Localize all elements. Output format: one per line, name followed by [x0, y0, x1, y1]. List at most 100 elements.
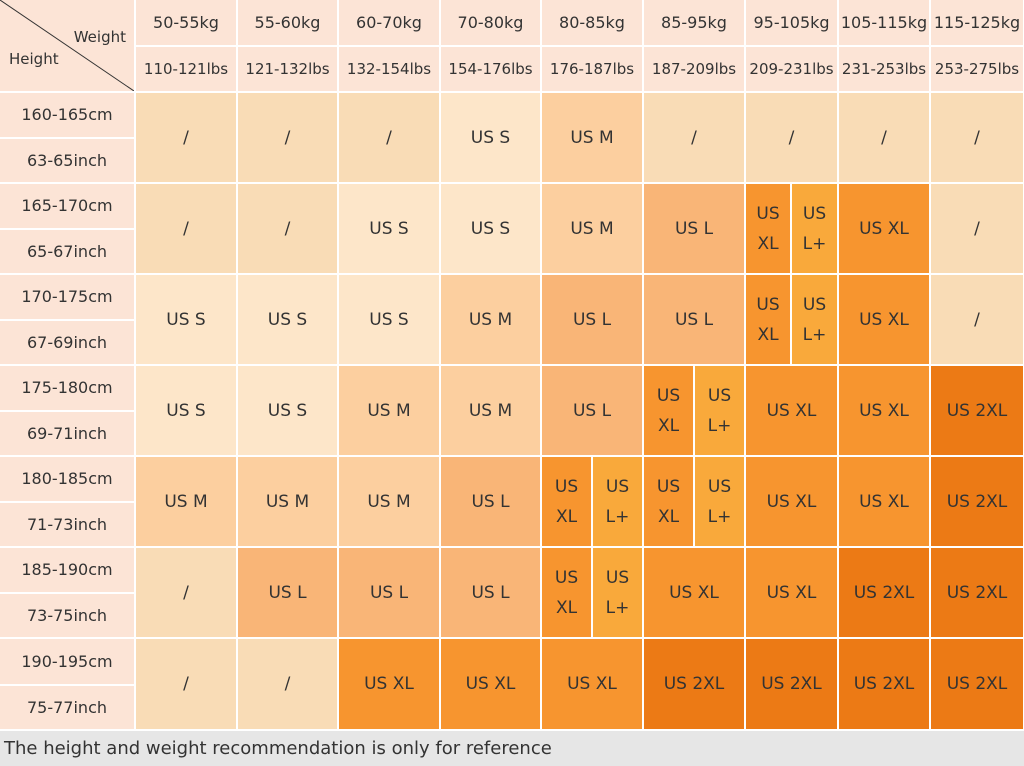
size-cell: US L — [644, 275, 744, 364]
weight-lbs: 110-121lbs — [136, 47, 236, 91]
size-cell-part: US XL — [542, 548, 591, 637]
size-cell: US S — [136, 366, 236, 455]
size-cell: US XL — [746, 366, 837, 455]
size-cell: US L — [339, 548, 439, 637]
footer-note: The height and weight recommendation is … — [0, 731, 1024, 766]
weight-lbs: 154-176lbs — [441, 47, 540, 91]
size-cell-part: US XL — [746, 275, 790, 364]
height-cm: 170-175cm — [0, 275, 134, 319]
size-cell: US XL — [339, 639, 439, 729]
height-cm: 185-190cm — [0, 548, 134, 592]
height-inch: 65-67inch — [0, 230, 134, 273]
size-cell: US XL — [644, 548, 744, 637]
size-cell: US XL — [839, 457, 929, 546]
size-cell: US S — [238, 275, 337, 364]
size-cell-part: US XL — [542, 457, 591, 546]
weight-lbs: 121-132lbs — [238, 47, 337, 91]
size-cell: US M — [542, 93, 642, 182]
weight-lbs: 176-187lbs — [542, 47, 642, 91]
size-cell: US 2XL — [839, 548, 929, 637]
size-cell: US 2XL — [839, 639, 929, 729]
size-cell-part: US L+ — [792, 184, 837, 273]
size-cell: / — [136, 184, 236, 273]
height-cm: 190-195cm — [0, 639, 134, 684]
weight-lbs: 209-231lbs — [746, 47, 837, 91]
diagonal — [0, 0, 134, 91]
size-cell: US M — [136, 457, 236, 546]
size-cell: US XL — [839, 275, 929, 364]
size-cell: US XL — [746, 548, 837, 637]
weight-label: Weight — [73, 28, 126, 46]
size-cell: US M — [441, 366, 540, 455]
size-cell: / — [136, 93, 236, 182]
size-cell: US L — [644, 184, 744, 273]
size-cell: US XL — [839, 184, 929, 273]
size-cell: / — [238, 184, 337, 273]
size-cell: / — [238, 639, 337, 729]
size-cell: US XL — [746, 457, 837, 546]
weight-lbs: 231-253lbs — [839, 47, 929, 91]
height-cm: 175-180cm — [0, 366, 134, 410]
size-cell: US XL — [441, 639, 540, 729]
size-cell-part: US L+ — [792, 275, 837, 364]
size-cell: US XL — [542, 639, 642, 729]
height-cm: 160-165cm — [0, 93, 134, 137]
size-cell: US S — [441, 184, 540, 273]
weight-kg: 85-95kg — [644, 0, 744, 45]
size-cell: / — [644, 93, 744, 182]
size-cell: US S — [136, 275, 236, 364]
size-cell-part: US L+ — [695, 366, 744, 455]
size-cell: US 2XL — [931, 366, 1023, 455]
weight-kg: 70-80kg — [441, 0, 540, 45]
weight-kg: 95-105kg — [746, 0, 837, 45]
size-cell: US 2XL — [746, 639, 837, 729]
size-cell: US M — [339, 366, 439, 455]
corner-cell: Weight Height — [0, 0, 134, 91]
height-inch: 71-73inch — [0, 503, 134, 546]
size-cell: / — [136, 639, 236, 729]
size-cell: US M — [542, 184, 642, 273]
height-cm: 180-185cm — [0, 457, 134, 501]
height-label: Height — [9, 50, 59, 68]
size-cell: / — [931, 93, 1023, 182]
size-cell: US L — [441, 548, 540, 637]
size-cell: US L — [542, 366, 642, 455]
height-inch: 73-75inch — [0, 594, 134, 637]
weight-kg: 80-85kg — [542, 0, 642, 45]
size-cell-part: US L+ — [695, 457, 744, 546]
size-cell: / — [339, 93, 439, 182]
size-cell: / — [839, 93, 929, 182]
size-cell: / — [238, 93, 337, 182]
weight-kg: 60-70kg — [339, 0, 439, 45]
weight-lbs: 253-275lbs — [931, 47, 1023, 91]
size-cell: US S — [339, 184, 439, 273]
weight-kg: 115-125kg — [931, 0, 1023, 45]
height-inch: 63-65inch — [0, 139, 134, 182]
size-cell-part: US XL — [644, 366, 693, 455]
height-inch: 67-69inch — [0, 321, 134, 364]
weight-kg: 55-60kg — [238, 0, 337, 45]
size-cell: / — [931, 275, 1023, 364]
height-inch: 75-77inch — [0, 686, 134, 729]
size-cell: US 2XL — [931, 457, 1023, 546]
size-cell: / — [746, 93, 837, 182]
size-cell: US L — [542, 275, 642, 364]
size-cell: US S — [441, 93, 540, 182]
size-cell: / — [136, 548, 236, 637]
size-cell-part: US L+ — [593, 457, 642, 546]
size-cell: US S — [339, 275, 439, 364]
weight-kg: 105-115kg — [839, 0, 929, 45]
size-cell: US XL — [839, 366, 929, 455]
size-cell: US L — [441, 457, 540, 546]
height-cm: 165-170cm — [0, 184, 134, 228]
size-cell: US 2XL — [931, 639, 1023, 729]
size-cell-part: US XL — [644, 457, 693, 546]
weight-lbs: 132-154lbs — [339, 47, 439, 91]
weight-kg: 50-55kg — [136, 0, 236, 45]
size-cell: US S — [238, 366, 337, 455]
size-cell-part: US L+ — [593, 548, 642, 637]
height-inch: 69-71inch — [0, 412, 134, 455]
size-cell: US 2XL — [931, 548, 1023, 637]
size-cell: US M — [238, 457, 337, 546]
